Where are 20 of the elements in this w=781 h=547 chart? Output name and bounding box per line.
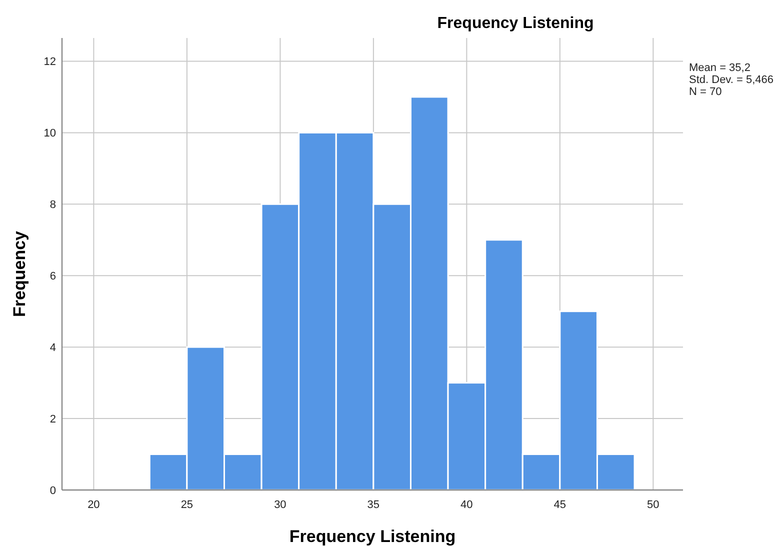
y-tick-label: 12 — [44, 56, 56, 68]
x-tick-label: 25 — [180, 499, 194, 511]
y-tick-label: 0 — [50, 485, 56, 497]
x-tick-label: 30 — [274, 499, 286, 511]
text: N = 70 — [689, 86, 722, 98]
x-tick-label: 40 — [460, 499, 473, 511]
y-axis-title: Frequency — [10, 230, 29, 317]
text: Std. Dev. = 5,466 — [689, 74, 774, 86]
y-tick-label: 4 — [50, 342, 56, 354]
x-tick-label: 50 — [647, 499, 660, 511]
text: Mean = 35,2 — [689, 62, 750, 74]
x-tick-label: 45 — [554, 499, 566, 511]
x-tick-label: 35 — [367, 499, 380, 511]
y-tick-label: 6 — [50, 270, 56, 283]
chart-title: Frequency Listening — [437, 15, 594, 32]
y-tick-label: 2 — [50, 414, 56, 426]
x-axis-title: Frequency Listening — [289, 527, 456, 546]
y-tick-label: 10 — [44, 128, 56, 140]
x-tick-label: 20 — [88, 499, 100, 511]
y-tick-label: 8 — [50, 199, 56, 212]
